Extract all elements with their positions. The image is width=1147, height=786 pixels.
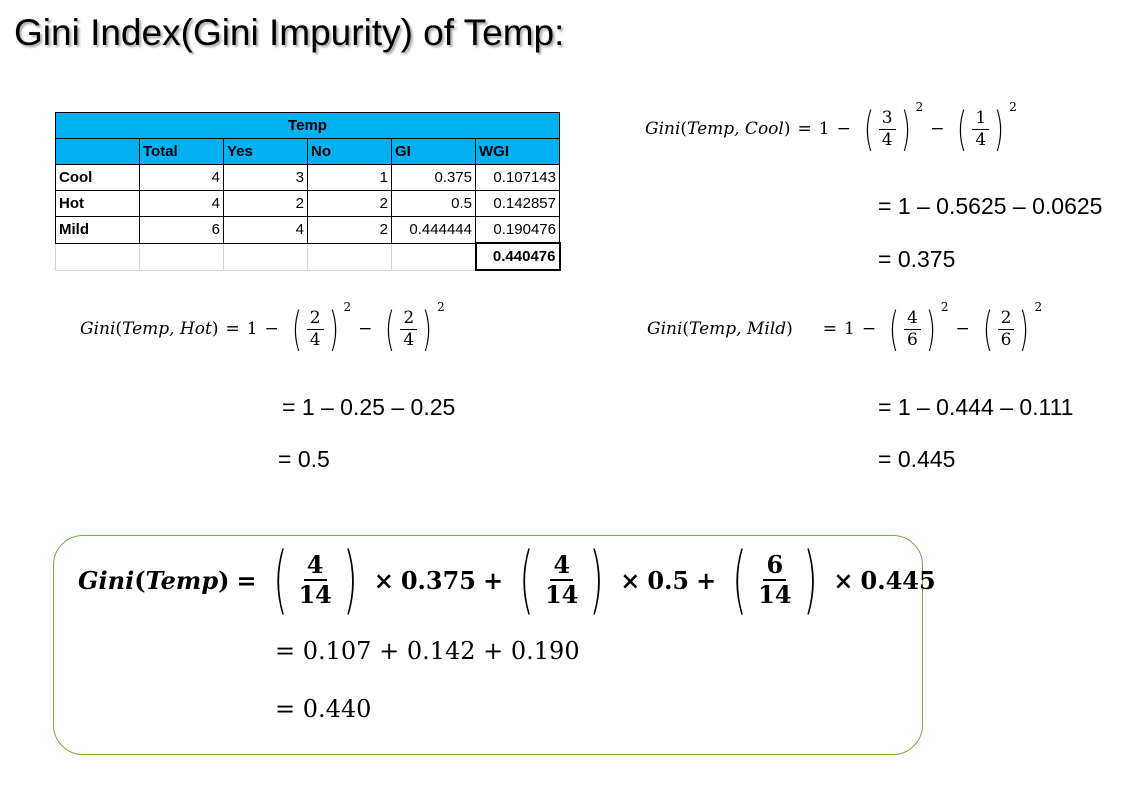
table-cell: 4 <box>223 216 308 244</box>
func-args: Temp, Cool <box>687 119 784 139</box>
page-title: Gini Index(Gini Impurity) of Temp: <box>14 12 565 53</box>
temp-gini-table: Temp Total Yes No GI WGI Cool 4 3 1 0.37… <box>55 112 561 271</box>
table-cell: 2 <box>223 190 308 217</box>
hot-step1: = 1 – 0.25 – 0.25 <box>282 394 456 420</box>
column-header: GI <box>391 138 476 165</box>
total-wgi-cell: 0.440476 <box>474 242 561 271</box>
cool-step1: = 1 – 0.5625 – 0.0625 <box>878 193 1103 219</box>
table-group-header: Temp <box>55 112 560 139</box>
summary-result: = 0.440 <box>275 695 372 723</box>
formula-mild: Gini(Temp, Mild) = 1 − (4 6) 2 − (2 6) 2 <box>647 300 1043 356</box>
fraction-term: (2 6) <box>982 302 1030 356</box>
table-header-row: Total Yes No GI WGI <box>55 138 560 165</box>
table-cell: 0.142857 <box>475 190 560 217</box>
mild-step1: = 1 – 0.444 – 0.111 <box>878 394 1074 420</box>
fraction-term: (2 4) <box>385 302 433 356</box>
summary-box <box>53 535 923 755</box>
formula-hot: Gini(Temp, Hot) = 1 − (2 4) 2 − (2 4) 2 <box>80 300 445 356</box>
table-cell: 2 <box>307 216 392 244</box>
table-cell: 0.5 <box>391 190 476 217</box>
table-row: Cool 4 3 1 0.375 0.107143 <box>55 164 560 191</box>
column-header: WGI <box>475 138 560 165</box>
fraction-term: (4 14) <box>519 537 605 623</box>
column-header: No <box>307 138 392 165</box>
fraction-term: (6 14) <box>732 537 818 623</box>
column-header: Total <box>139 138 224 165</box>
table-cell: 0.444444 <box>391 216 476 244</box>
hot-result: = 0.5 <box>278 446 330 472</box>
table-cell: 6 <box>139 216 224 244</box>
fraction-term: (4 6) <box>889 302 936 356</box>
table-cell: 0.107143 <box>475 164 560 191</box>
table-cell: 4 <box>139 190 224 217</box>
table-cell: 0.190476 <box>475 216 560 244</box>
fraction-term: (2 4) <box>291 302 339 356</box>
table-cell: 3 <box>223 164 308 191</box>
table-cell: Hot <box>55 190 140 217</box>
table-cell: Cool <box>55 164 140 191</box>
table-group-header-row: Temp <box>55 112 560 139</box>
table-cell: 4 <box>139 164 224 191</box>
fraction-term: (1 4) <box>957 102 1005 156</box>
table-row: Mild 6 4 2 0.444444 0.190476 <box>55 216 560 244</box>
formula-cool: Gini(Temp, Cool) = 1 − (3 4) 2 − (1 4) 2 <box>645 100 1017 156</box>
table-row: Hot 4 2 2 0.5 0.142857 <box>55 190 560 217</box>
fraction-term: (4 14) <box>272 537 358 623</box>
table-cell: Mild <box>55 216 140 244</box>
func-name: Gini <box>645 119 681 139</box>
summary-line2: = 0.107 + 0.142 + 0.190 <box>275 637 580 665</box>
table-cell: 2 <box>307 190 392 217</box>
fraction-term: (3 4) <box>863 102 911 156</box>
table-total-row: 0.440476 <box>55 242 561 271</box>
table-cell: 1 <box>307 164 392 191</box>
column-header <box>55 138 140 165</box>
table-cell: 0.375 <box>391 164 476 191</box>
cool-result: = 0.375 <box>878 246 956 272</box>
column-header: Yes <box>223 138 308 165</box>
mild-result: = 0.445 <box>878 446 956 472</box>
formula-summary: Gini(Temp) = (4 14) × 0.375 + (4 14) × 0.5 +… <box>78 537 936 623</box>
